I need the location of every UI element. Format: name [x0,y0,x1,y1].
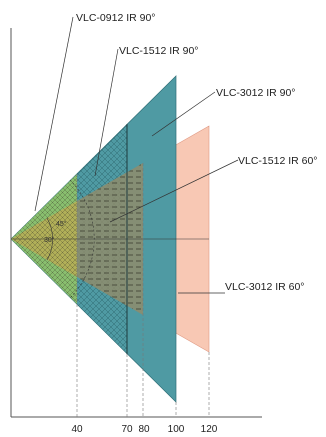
leader-vlc1512-60 [109,159,239,223]
label-vlc1512-60: VLC-1512 IR 60° [238,155,318,167]
angle-mark-inner: 30° [44,236,55,244]
x-tick-40: 40 [71,424,83,435]
leader-vlc3012-90 [151,91,216,137]
label-vlc0912-90: VLC-0912 IR 90° [76,12,156,24]
leader-vlc1512-90 [94,48,119,177]
x-tick-80: 80 [138,424,150,435]
label-vlc3012-90: VLC-3012 IR 90° [216,87,296,99]
label-vlc1512-90: VLC-1512 IR 90° [119,45,199,57]
x-tick-100: 100 [168,424,185,435]
leader-vlc0912 [34,16,74,212]
angle-mark-outer: 45° [56,220,67,228]
x-tick-70: 70 [121,424,133,435]
x-tick-120: 120 [201,424,218,435]
label-vlc3012-60: VLC-3012 IR 60° [225,281,305,293]
